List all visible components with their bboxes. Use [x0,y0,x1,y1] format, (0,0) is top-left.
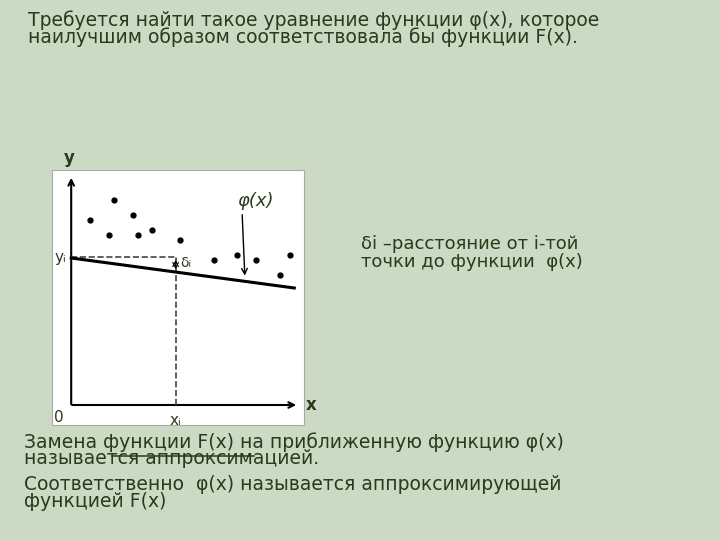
Text: xᵢ: xᵢ [170,413,181,428]
Text: 0: 0 [54,410,63,425]
Text: yᵢ: yᵢ [55,249,66,265]
Text: Требуется найти такое уравнение функции φ(x), которое: Требуется найти такое уравнение функции … [29,10,600,30]
Text: δᵢ: δᵢ [181,255,192,269]
Text: называется аппроксимацией.: называется аппроксимацией. [24,449,319,468]
Text: δi –расстояние от i-той: δi –расстояние от i-той [361,235,578,253]
Text: функцией F(x): функцией F(x) [24,492,166,511]
Text: точки до функции  φ(x): точки до функции φ(x) [361,253,582,271]
Text: наилучшим образом соответствовала бы функции F(x).: наилучшим образом соответствовала бы фун… [29,27,578,46]
Text: Соответственно  φ(x) называется аппроксимирующей: Соответственно φ(x) называется аппроксим… [24,475,561,494]
FancyBboxPatch shape [53,170,304,425]
Text: y: y [64,149,75,167]
Text: Замена функции F(x) на приближенную функцию φ(x): Замена функции F(x) на приближенную функ… [24,432,564,451]
Text: φ(x): φ(x) [238,192,274,210]
Text: x: x [306,396,316,414]
